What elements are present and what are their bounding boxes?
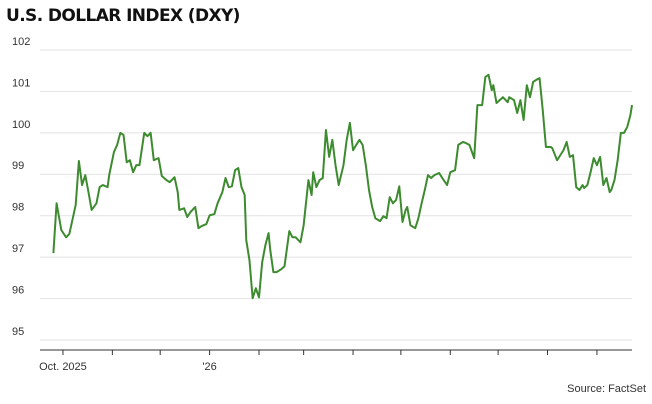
x-tick-label: '26 bbox=[202, 361, 216, 373]
y-tick-label: 95 bbox=[12, 326, 24, 338]
y-tick-label: 96 bbox=[12, 285, 24, 297]
chart-title: U.S. DOLLAR INDEX (DXY) bbox=[6, 6, 240, 26]
y-tick-label: 98 bbox=[12, 202, 24, 214]
data-line bbox=[52, 73, 633, 300]
y-tick-label: 99 bbox=[12, 160, 24, 172]
source-note: Source: FactSet bbox=[567, 383, 646, 395]
y-tick-label: 100 bbox=[12, 119, 30, 131]
y-tick-label: 101 bbox=[12, 77, 30, 89]
y-tick-label: 97 bbox=[12, 243, 24, 255]
x-tick-label: Oct. 2025 bbox=[39, 361, 87, 373]
y-tick-label: 102 bbox=[12, 36, 30, 48]
